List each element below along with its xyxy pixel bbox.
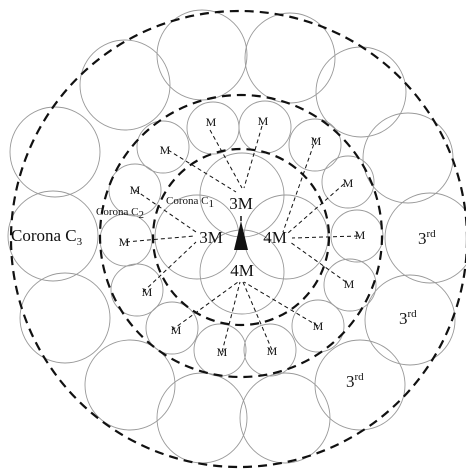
device-label: M: [313, 319, 324, 333]
device-label: M: [142, 285, 153, 299]
center-label-top: 3M: [229, 194, 253, 213]
device-label: M: [206, 115, 217, 129]
link-arrow: [134, 189, 197, 233]
link-arrow: [282, 137, 317, 233]
c3-cell: [314, 339, 406, 431]
link-arrow: [171, 281, 239, 331]
c2-cell: [110, 263, 164, 317]
tower-icon: [234, 216, 248, 250]
device-label: M: [355, 228, 366, 242]
corona-c2-boundary: [98, 93, 384, 379]
center-label-bottom: 4M: [230, 261, 254, 280]
c3-cell: [362, 112, 454, 204]
c3-cell: [9, 106, 101, 198]
corona-c3-label: Corona C3: [11, 226, 83, 248]
link-arrow: [243, 281, 319, 327]
center-label-left: 3M: [199, 228, 223, 247]
link-arrow: [291, 235, 359, 239]
device-label: M: [343, 176, 354, 190]
link-arrow: [287, 183, 345, 234]
third-label: 3rd: [418, 228, 436, 248]
c3-cell: [156, 9, 248, 101]
c3-cell: [239, 372, 331, 464]
corona-c2-label: Corona C2: [96, 206, 144, 221]
device-label: M: [311, 134, 322, 148]
links: [125, 125, 359, 353]
device-labels: M M M M M M M M M M M M M M: [119, 114, 366, 359]
c2-cell: [243, 323, 297, 377]
c2-cell: [323, 258, 377, 312]
device-label: M: [217, 345, 228, 359]
third-label: 3rd: [346, 371, 364, 391]
c3-cell: [156, 372, 248, 464]
link-arrow: [243, 125, 263, 189]
c2-cell: [291, 299, 345, 353]
device-label: M: [267, 344, 278, 358]
link-arrow: [167, 149, 237, 193]
c3-cell: [7, 190, 99, 282]
link-arrow: [125, 235, 195, 243]
corona-c3-boundary: [9, 9, 466, 469]
link-arrow: [142, 241, 197, 293]
c2-cell: [136, 120, 190, 174]
c3-cell: [79, 39, 171, 131]
corona-c1-label: Corona C1: [166, 195, 214, 210]
link-arrow: [209, 129, 243, 189]
c2-cell: [288, 118, 342, 172]
center-label-right: 4M: [263, 228, 287, 247]
device-label: M: [344, 277, 355, 291]
device-label: M: [258, 114, 269, 128]
corona-c2-cells: [99, 100, 384, 377]
c3-cell: [384, 192, 466, 284]
third-label: 3rd: [399, 308, 417, 328]
c3-cell: [84, 339, 176, 431]
link-arrow: [221, 281, 241, 353]
c1-cell: [154, 194, 240, 280]
c2-cell: [321, 155, 375, 209]
device-label: M: [119, 235, 130, 249]
c2-cell: [145, 301, 199, 355]
link-arrow: [289, 241, 347, 283]
corona-c3-cells: [7, 9, 466, 464]
device-label: M: [160, 143, 171, 157]
c3-cell: [364, 274, 456, 366]
link-arrow: [242, 281, 273, 351]
device-label: M: [171, 323, 182, 337]
device-label: M: [130, 183, 141, 197]
c3-cell: [19, 272, 111, 364]
